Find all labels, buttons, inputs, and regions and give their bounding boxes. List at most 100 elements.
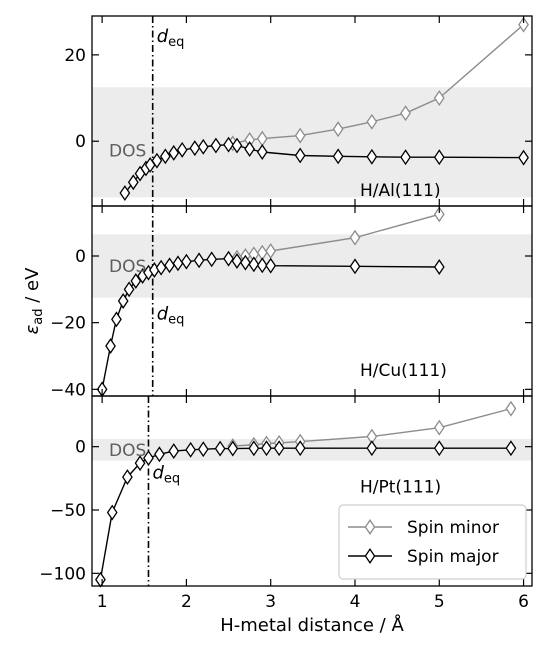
data-point-spin-major bbox=[154, 446, 165, 463]
data-point-spin-major bbox=[332, 148, 344, 165]
data-point-spin-minor bbox=[433, 419, 445, 436]
data-point-spin-major bbox=[168, 443, 180, 460]
data-point-spin-major bbox=[366, 440, 378, 457]
data-point-spin-major bbox=[106, 504, 118, 521]
legend: Spin minor Spin major bbox=[338, 504, 527, 580]
y-tick-label: 20 bbox=[64, 46, 86, 66]
data-point-spin-major bbox=[248, 256, 260, 273]
data-point-spin-major bbox=[197, 441, 209, 458]
data-point-spin-major bbox=[117, 293, 129, 309]
data-point-spin-minor bbox=[294, 127, 306, 144]
legend-label-spin-major: Spin major bbox=[407, 547, 499, 567]
data-point-spin-major bbox=[122, 469, 133, 486]
data-point-spin-major bbox=[244, 141, 256, 157]
data-point-spin-major bbox=[130, 273, 142, 289]
data-point-spin-major bbox=[119, 185, 131, 202]
panel-label: H/Al(111) bbox=[360, 181, 441, 201]
data-point-spin-minor bbox=[349, 229, 361, 246]
data-point-spin-major bbox=[505, 440, 517, 457]
data-point-spin-major bbox=[176, 141, 188, 158]
data-point-spin-major bbox=[256, 257, 268, 274]
data-point-spin-minor bbox=[433, 206, 445, 223]
data-point-spin-major bbox=[134, 455, 146, 472]
x-tick-label: 4 bbox=[350, 592, 361, 612]
data-point-spin-major bbox=[214, 440, 226, 457]
data-point-spin-major bbox=[127, 174, 139, 191]
data-point-spin-major bbox=[105, 338, 116, 354]
data-point-spin-major bbox=[294, 147, 306, 164]
data-point-spin-minor bbox=[505, 400, 517, 417]
legend-box bbox=[338, 504, 527, 580]
data-point-spin-major bbox=[261, 440, 272, 457]
data-point-spin-major bbox=[433, 259, 445, 275]
legend-marker-spin-major bbox=[364, 548, 376, 564]
data-point-spin-minor bbox=[366, 113, 378, 130]
legend-marker-spin-minor bbox=[364, 519, 376, 535]
dos-label: DOS bbox=[109, 441, 146, 461]
deq-label: deq bbox=[157, 26, 185, 50]
deq-label: deq bbox=[157, 304, 185, 328]
panel-frame bbox=[91, 395, 533, 587]
data-point-spin-major bbox=[206, 251, 218, 268]
data-point-spin-major bbox=[159, 148, 171, 165]
x-tick-label: 3 bbox=[265, 592, 276, 612]
data-point-spin-major bbox=[433, 440, 445, 457]
data-point-spin-major bbox=[400, 149, 411, 166]
y-tick-label: −100 bbox=[39, 564, 86, 584]
data-point-spin-major bbox=[349, 258, 361, 275]
y-tick-label: −40 bbox=[50, 380, 86, 400]
x-tick-label: 2 bbox=[181, 592, 192, 612]
data-point-spin-minor bbox=[518, 16, 529, 33]
dos-label: DOS bbox=[109, 141, 146, 161]
y-axis-label: εad / eV bbox=[22, 267, 46, 335]
panel-2: 0 −20 −40 DOS deq H/Cu(111) bbox=[50, 205, 533, 400]
data-point-spin-major bbox=[227, 440, 239, 457]
legend-label-spin-minor: Spin minor bbox=[407, 518, 499, 538]
data-point-spin-major bbox=[433, 149, 445, 166]
data-point-spin-major bbox=[123, 281, 135, 298]
data-point-spin-minor bbox=[400, 105, 411, 122]
deq-label: deq bbox=[152, 463, 180, 487]
data-point-spin-major bbox=[155, 259, 167, 276]
data-point-spin-major bbox=[181, 253, 192, 270]
data-point-spin-major bbox=[189, 140, 201, 157]
x-tick-label: 1 bbox=[97, 592, 108, 612]
data-point-spin-major bbox=[231, 253, 243, 269]
panel-label: H/Cu(111) bbox=[360, 361, 447, 381]
data-point-spin-major bbox=[231, 137, 243, 154]
data-point-spin-major bbox=[168, 144, 180, 161]
panel-label: H/Pt(111) bbox=[360, 478, 441, 498]
panel-3: 0 −50 −100 DOS deq H/Pt(111) bbox=[39, 395, 533, 588]
x-tick-label: 5 bbox=[434, 592, 445, 612]
data-point-spin-minor bbox=[332, 121, 344, 138]
data-point-spin-major bbox=[366, 148, 378, 165]
data-point-spin-major bbox=[223, 136, 234, 153]
data-point-spin-major bbox=[143, 450, 154, 467]
y-tick-label: 0 bbox=[75, 438, 86, 458]
y-tick-label: 0 bbox=[75, 132, 86, 152]
data-point-spin-major bbox=[185, 441, 197, 458]
dos-band bbox=[92, 87, 532, 198]
y-tick-label: −50 bbox=[50, 501, 86, 521]
data-point-spin-major bbox=[193, 252, 205, 269]
data-point-spin-major bbox=[248, 440, 260, 457]
panel-1: 20 0 DOS deq H/Al(111) bbox=[64, 15, 533, 207]
data-point-spin-major bbox=[197, 138, 209, 155]
data-point-spin-major bbox=[518, 149, 529, 166]
data-point-spin-major bbox=[240, 254, 251, 271]
x-tick-label: 6 bbox=[518, 592, 529, 612]
data-point-spin-major bbox=[256, 144, 268, 160]
data-point-spin-major bbox=[210, 137, 222, 154]
data-point-spin-major bbox=[172, 255, 184, 272]
data-point-spin-major bbox=[294, 440, 306, 457]
y-tick-label: 0 bbox=[75, 247, 86, 267]
data-point-spin-major bbox=[265, 257, 277, 274]
data-point-spin-major bbox=[111, 311, 122, 328]
data-point-spin-major bbox=[95, 571, 106, 588]
y-tick-label: −20 bbox=[50, 314, 86, 334]
data-point-spin-minor bbox=[433, 90, 445, 107]
x-axis-label: H-metal distance / Å bbox=[220, 614, 404, 636]
dos-label: DOS bbox=[109, 257, 146, 277]
data-point-spin-major bbox=[223, 250, 234, 267]
